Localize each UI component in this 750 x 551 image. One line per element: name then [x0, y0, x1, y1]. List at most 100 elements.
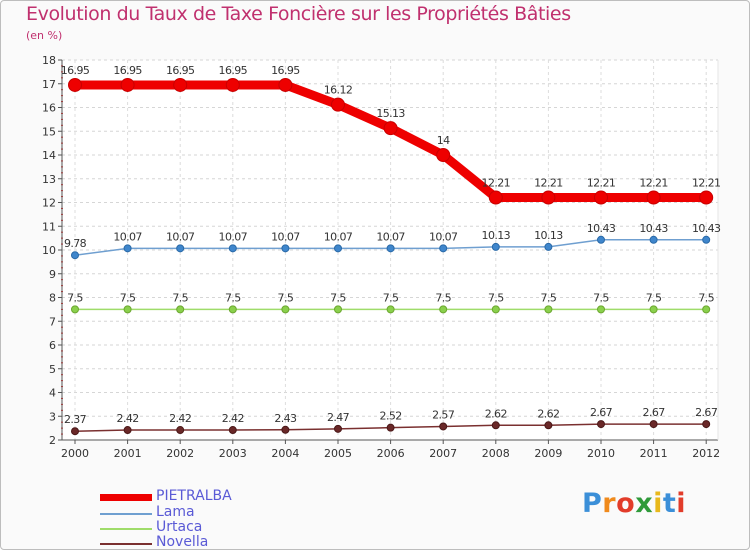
legend-label: Novella: [156, 534, 209, 550]
data-point-lama: [597, 235, 605, 244]
data-point-novella: [334, 424, 342, 433]
proxiti-logo: Proxiti: [582, 488, 686, 519]
y-tick-label: 16: [42, 102, 56, 115]
data-point-novella: [123, 426, 132, 435]
data-label: 10.07: [376, 230, 405, 243]
data-point-urtaca: [386, 305, 395, 314]
data-point-urtaca: [439, 305, 448, 314]
data-point-pietralba: [699, 190, 714, 205]
data-label: 12.21: [639, 177, 668, 190]
x-tick-label: 2003: [219, 447, 247, 460]
x-tick-label: 2005: [324, 447, 352, 460]
data-label: 2.62: [537, 407, 559, 420]
y-tick-label: 10: [42, 244, 56, 257]
x-tick-label: 2009: [534, 447, 562, 460]
data-label: 12.21: [482, 177, 511, 190]
data-point-novella: [386, 423, 395, 432]
data-label: 2.43: [274, 412, 297, 425]
legend-swatch: [100, 528, 152, 530]
y-tick-label: 17: [42, 78, 56, 91]
data-point-lama: [123, 244, 132, 253]
legend-swatch: [100, 494, 152, 501]
data-point-lama: [71, 251, 79, 260]
data-point-pietralba: [488, 190, 503, 205]
data-label: 7.5: [435, 291, 451, 304]
x-tick-label: 2001: [114, 447, 142, 460]
y-tick-label: 5: [49, 363, 56, 376]
data-point-novella: [228, 426, 237, 435]
x-tick-label: 2007: [429, 447, 457, 460]
data-label: 16.12: [324, 84, 353, 97]
data-label: 16.95: [113, 64, 142, 77]
data-point-pietralba: [383, 121, 398, 136]
data-point-novella: [649, 420, 658, 429]
data-label: 2.62: [485, 407, 507, 420]
data-label: 7.5: [488, 291, 504, 304]
data-point-urtaca: [649, 305, 658, 314]
data-point-urtaca: [597, 305, 605, 314]
data-point-pietralba: [436, 148, 451, 162]
logo-letter: o: [616, 488, 636, 519]
data-label: 2.67: [695, 406, 718, 419]
data-point-urtaca: [123, 305, 132, 314]
data-label: 7.5: [67, 291, 83, 304]
data-point-pietralba: [594, 190, 608, 205]
data-point-lama: [334, 244, 342, 253]
y-tick-label: 8: [49, 292, 56, 305]
data-point-urtaca: [334, 305, 342, 314]
data-point-pietralba: [173, 77, 188, 92]
x-tick-label: 2004: [271, 447, 299, 460]
data-point-urtaca: [702, 305, 711, 314]
data-label: 12.21: [534, 177, 563, 190]
data-point-novella: [176, 426, 185, 435]
logo-letter: r: [602, 488, 617, 519]
x-tick-label: 2010: [587, 447, 615, 460]
logo-letter: x: [635, 488, 654, 519]
legend-item-urtaca: Urtaca: [100, 519, 340, 536]
y-tick-label: 7: [49, 315, 56, 328]
data-label: 10.07: [113, 230, 142, 243]
data-point-urtaca: [228, 305, 237, 314]
data-label: 10.43: [639, 222, 668, 235]
x-tick-label: 2011: [640, 447, 668, 460]
data-label: 10.07: [166, 230, 195, 243]
data-label: 10.13: [534, 229, 563, 242]
y-tick-label: 3: [49, 410, 56, 423]
y-tick-label: 15: [42, 125, 56, 138]
data-label: 12.21: [692, 177, 721, 190]
data-point-lama: [281, 244, 290, 253]
data-point-pietralba: [68, 77, 82, 92]
data-label: 16.95: [61, 64, 90, 77]
data-label: 7.5: [646, 291, 662, 304]
data-point-lama: [228, 244, 237, 253]
y-tick-label: 6: [49, 339, 56, 352]
data-label: 2.67: [643, 406, 666, 419]
data-label: 10.43: [692, 222, 721, 235]
data-point-urtaca: [71, 305, 79, 314]
data-point-urtaca: [176, 305, 185, 314]
data-label: 2.47: [327, 411, 350, 424]
y-tick-label: 2: [49, 434, 56, 447]
data-point-pietralba: [331, 97, 345, 112]
data-label: 7.5: [330, 291, 346, 304]
data-point-novella: [281, 425, 290, 434]
data-label: 2.42: [169, 412, 191, 425]
data-point-novella: [702, 420, 711, 429]
data-label: 7.5: [278, 291, 294, 304]
x-tick-label: 2012: [692, 447, 720, 460]
data-point-lama: [491, 242, 500, 251]
legend-label: PIETRALBA: [156, 488, 232, 504]
data-point-lama: [386, 244, 395, 253]
x-tick-label: 2002: [166, 447, 194, 460]
legend-swatch: [100, 513, 152, 515]
legend-item-novella: Novella: [100, 534, 340, 551]
data-label: 10.07: [324, 230, 353, 243]
y-tick-label: 11: [42, 220, 56, 233]
x-tick-label: 2006: [377, 447, 405, 460]
legend-item-lama: Lama: [100, 504, 340, 521]
data-label: 10.07: [219, 230, 248, 243]
data-point-lama: [439, 244, 448, 253]
data-point-pietralba: [120, 77, 135, 92]
data-label: 2.42: [117, 412, 139, 425]
data-label: 12.21: [587, 177, 616, 190]
